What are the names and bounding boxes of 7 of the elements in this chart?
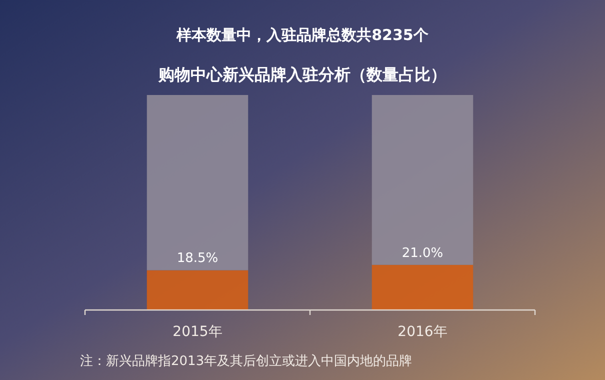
data-label: 18.5% xyxy=(176,251,218,266)
x-tick-label: 2015年 xyxy=(172,324,222,340)
chart-title: 样本数量中，入驻品牌总数共8235个 xyxy=(176,26,430,44)
data-label: 21.0% xyxy=(402,246,444,261)
text: 注：新兴品牌指2013年及其后创立或进入中国内地的品牌 xyxy=(80,353,412,369)
chart-subtitle: 购物中心新兴品牌入驻分析（数量占比） xyxy=(158,65,446,84)
x-tick-label: 2016年 xyxy=(398,324,448,340)
